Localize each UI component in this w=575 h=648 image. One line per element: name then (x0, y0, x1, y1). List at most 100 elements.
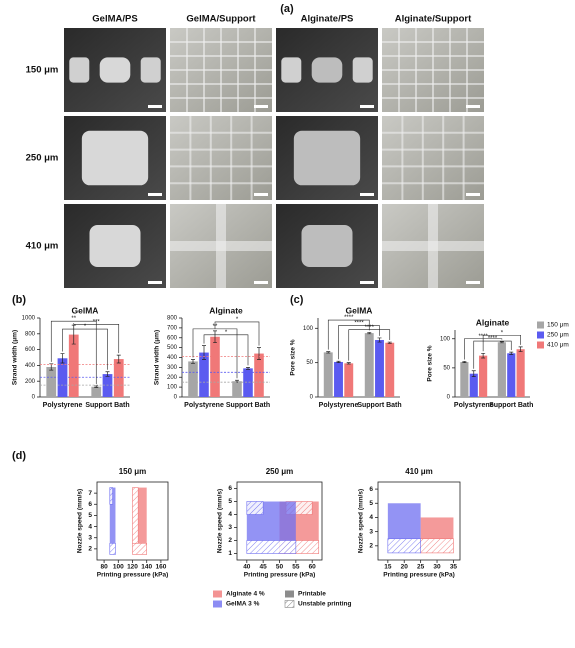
x-tick-label: 45 (260, 564, 268, 571)
x-tick-label: 160 (155, 564, 166, 571)
error-bar (116, 354, 121, 364)
y-tick-label: 6 (228, 485, 232, 492)
error-bar (202, 345, 206, 360)
legend-swatch (284, 600, 295, 608)
legend-swatch (537, 331, 544, 339)
significance-label: **** (365, 325, 375, 331)
pore (311, 57, 343, 83)
plot-frame (377, 481, 461, 561)
scale-bar (466, 105, 480, 108)
x-tick-label: 60 (309, 564, 317, 571)
scale-bar (360, 193, 374, 196)
significance-bracket (338, 325, 380, 360)
x-tick-label: 55 (292, 564, 300, 571)
y-tick-label: 3 (369, 528, 373, 535)
error-bar (94, 385, 99, 388)
pore (99, 57, 131, 83)
scale-bar (254, 105, 268, 108)
significance-label: * (501, 330, 504, 336)
micrograph (170, 116, 272, 200)
significance-bracket (62, 328, 108, 370)
column-header: GelMA/PS (92, 14, 137, 25)
unstable-region (132, 487, 139, 544)
error-bar (367, 332, 372, 335)
row-label: 150 μm (26, 65, 59, 76)
micrograph (276, 116, 378, 200)
micrograph (170, 28, 272, 112)
unstable-region (420, 538, 454, 554)
error-bar (499, 341, 504, 344)
unstable-region (387, 538, 421, 554)
significance-bracket (464, 338, 503, 360)
bar (460, 362, 469, 397)
significance-bracket (192, 328, 238, 379)
scale-bar (254, 193, 268, 196)
y-axis-label: Nozzle speed (mm/s) (358, 489, 365, 553)
legend-swatch (213, 590, 222, 598)
micrograph (276, 28, 378, 112)
micrograph (382, 116, 484, 200)
bar (344, 363, 354, 397)
bar (375, 339, 384, 397)
significance-label: ** (213, 324, 218, 330)
y-axis-label: Strand width (μm) (12, 330, 19, 385)
column-header: Alginate/PS (301, 14, 354, 25)
micrograph (64, 28, 166, 112)
printable-region (387, 503, 421, 539)
micrograph (276, 204, 378, 288)
y-tick-label: 7 (88, 490, 92, 497)
y-tick-label: 50 (306, 360, 313, 366)
significance-bracket (214, 321, 260, 346)
y-tick-label: 4 (228, 511, 232, 518)
y-tick-label: 6 (88, 501, 92, 508)
panel-label: (c) (290, 294, 304, 306)
legend-label: Printable (298, 591, 326, 598)
pore (69, 57, 90, 83)
bar (516, 349, 525, 397)
y-tick-label: 0 (32, 395, 36, 401)
error-bar (71, 324, 76, 345)
scale-bar (466, 193, 480, 196)
y-axis-label: Pore size % (290, 339, 297, 375)
unstable-region (132, 542, 147, 555)
micrograph (382, 204, 484, 288)
x-tick-label: Polystyrene (454, 402, 494, 409)
y-tick-label: 300 (167, 365, 178, 371)
x-tick-label: Polystyrene (43, 402, 83, 409)
error-bar (60, 353, 65, 364)
chart-title: Alginate (476, 317, 510, 327)
error-bar (377, 337, 382, 343)
micrograph (64, 116, 166, 200)
panel-label: (b) (12, 294, 26, 306)
legend-swatch (285, 590, 294, 598)
y-tick-label: 200 (167, 375, 178, 381)
bar (46, 366, 57, 397)
chart-title: GelMA (346, 305, 373, 315)
y-tick-label: 50 (443, 365, 450, 371)
bar (243, 368, 253, 397)
error-bar (257, 347, 261, 360)
error-bar (213, 330, 217, 344)
x-tick-label: 30 (433, 564, 441, 571)
bar (323, 352, 333, 397)
y-tick-label: 500 (167, 345, 178, 351)
scale-bar (148, 281, 162, 284)
bar (497, 342, 506, 397)
y-tick-label: 800 (167, 316, 178, 322)
scale-bar (360, 105, 374, 108)
y-axis-label: Pore size % (427, 345, 434, 381)
y-tick-label: 1000 (22, 316, 36, 322)
y-tick-label: 600 (25, 347, 36, 353)
x-axis-label: Printing pressure (kPa) (244, 572, 316, 579)
bar (469, 373, 478, 397)
chart-title: 150 μm (119, 467, 147, 476)
significance-bracket (203, 334, 249, 366)
micrograph (382, 28, 484, 112)
chart-title: 250 μm (266, 467, 294, 476)
y-tick-label: 400 (167, 355, 178, 361)
significance-label: ** (71, 316, 76, 322)
x-axis-label: Printing pressure (kPa) (383, 572, 455, 579)
legend-label: Alginate 4 % (226, 591, 265, 598)
y-tick-label: 100 (440, 336, 451, 342)
x-tick-label: 140 (141, 564, 152, 571)
